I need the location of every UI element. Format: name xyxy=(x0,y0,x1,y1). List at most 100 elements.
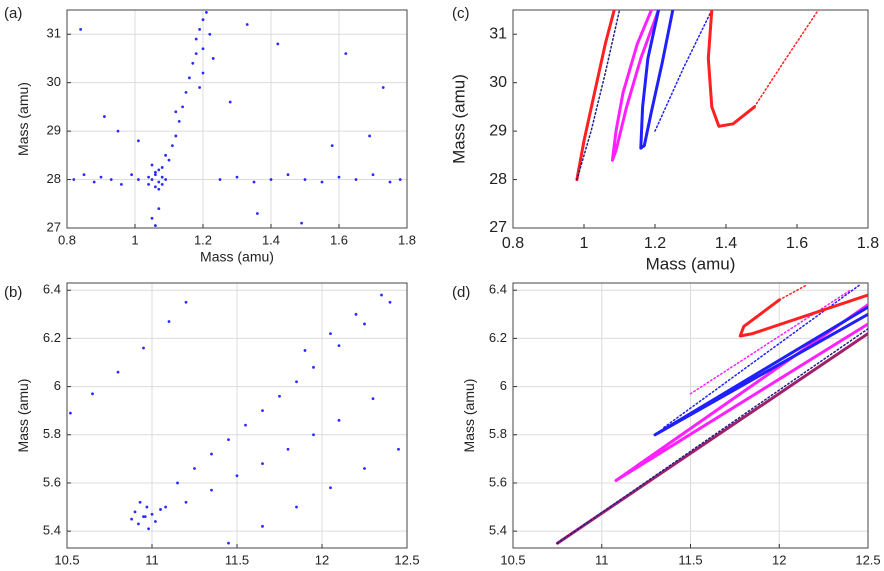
point xyxy=(174,110,178,114)
point xyxy=(194,37,198,41)
panel: (a) 0.8 1 1.2 1.4 1.6 1.8 27 28 29 30 31 Mass (amu) M… xyxy=(4,5,416,265)
point xyxy=(211,57,215,60)
point xyxy=(91,392,94,396)
x-tick-label: 1 xyxy=(580,235,589,252)
point xyxy=(154,224,157,227)
x-tick-label: 1 xyxy=(131,232,138,247)
y-tick-label: 27 xyxy=(489,219,507,236)
point xyxy=(244,423,247,427)
point xyxy=(205,11,208,14)
point xyxy=(256,212,259,215)
x-tick-label: 10.5 xyxy=(54,552,79,567)
point xyxy=(167,320,171,323)
y-tick-label: 29 xyxy=(489,122,507,139)
plot-frame xyxy=(512,282,869,549)
curve xyxy=(654,10,713,132)
point xyxy=(184,90,188,94)
point xyxy=(154,170,157,174)
point xyxy=(99,175,103,179)
point xyxy=(92,180,96,184)
y-axis-label: Mass (amu) xyxy=(450,74,469,164)
x-axis-label: Mass (amu) xyxy=(646,254,736,273)
x-tick-label: 11 xyxy=(595,552,609,567)
point xyxy=(72,178,76,181)
y-axis-label: Mass (amu) xyxy=(15,379,31,453)
x-tick-label: 12.5 xyxy=(855,552,880,567)
x-axis-label: Mass (amu) xyxy=(200,569,274,571)
point xyxy=(398,178,402,181)
point xyxy=(303,349,307,352)
point xyxy=(194,52,198,55)
point xyxy=(295,380,298,384)
curve xyxy=(556,328,868,544)
y-tick-label: 6 xyxy=(500,378,507,393)
y-tick-label: 5.6 xyxy=(489,474,507,489)
data-layer xyxy=(69,293,400,545)
point xyxy=(201,71,205,75)
y-tick-label: 29 xyxy=(47,123,61,138)
x-tick-label: 1.8 xyxy=(398,232,416,247)
point xyxy=(303,178,307,181)
point xyxy=(397,447,400,451)
point xyxy=(150,512,154,516)
panel: (d) 10.5 11 11.5 12 12.5 5.4 5.6 5.8 6 6.2 6.4 Mass … xyxy=(452,282,881,571)
point xyxy=(116,370,120,374)
x-tick-label: 12.5 xyxy=(394,552,419,567)
point xyxy=(193,467,196,470)
panel-label: (b) xyxy=(4,284,22,301)
point xyxy=(157,168,161,172)
point xyxy=(252,180,256,184)
point xyxy=(142,346,145,350)
point xyxy=(160,166,164,169)
point xyxy=(269,178,273,181)
point xyxy=(181,105,185,109)
point xyxy=(176,481,179,485)
panel: (b) 10.5 11 11.5 12 12.5 5.4 5.6 5.8 6 6.2 6.4 Mass … xyxy=(4,282,420,571)
y-tick-label: 5.4 xyxy=(489,523,507,538)
curve xyxy=(653,305,868,437)
y-tick-label: 5.8 xyxy=(489,426,507,441)
point xyxy=(137,178,140,181)
plot-frame xyxy=(66,282,408,549)
point xyxy=(137,522,140,526)
point xyxy=(82,173,86,177)
point xyxy=(154,173,157,177)
x-tick-label: 1.6 xyxy=(330,232,348,247)
data-layer xyxy=(72,11,402,227)
point xyxy=(137,139,140,143)
x-tick-label: 0.8 xyxy=(58,232,76,247)
point xyxy=(103,115,106,118)
point xyxy=(184,300,188,304)
x-tick-label: 1.2 xyxy=(194,232,212,247)
curve xyxy=(753,10,820,108)
point xyxy=(116,129,120,133)
point xyxy=(130,173,134,177)
data-layer xyxy=(555,284,868,545)
x-tick-label: 1.4 xyxy=(715,235,737,252)
point xyxy=(133,510,137,514)
curve xyxy=(576,10,621,181)
panel: (c) 0.8 1 1.2 1.4 1.6 1.8 27 28 29 30 31 Mass (amu) M… xyxy=(450,5,880,273)
point xyxy=(227,438,230,441)
y-tick-label: 6.4 xyxy=(43,282,61,297)
point xyxy=(354,312,358,316)
point xyxy=(208,32,212,36)
point xyxy=(120,183,123,186)
y-tick-label: 6.2 xyxy=(489,330,507,345)
curve xyxy=(689,289,852,395)
point xyxy=(147,183,151,186)
y-tick-label: 6.4 xyxy=(489,282,507,297)
point xyxy=(154,520,157,523)
point xyxy=(160,183,164,186)
point xyxy=(79,27,82,31)
point xyxy=(354,178,358,181)
panel-label: (a) xyxy=(4,5,22,22)
point xyxy=(69,411,72,415)
x-tick-label: 11.5 xyxy=(678,552,702,567)
x-tick-label: 12 xyxy=(315,552,329,567)
y-axis-label: Mass (amu) xyxy=(15,82,31,156)
point xyxy=(380,293,383,297)
point xyxy=(210,488,213,492)
point xyxy=(198,27,202,31)
point xyxy=(154,185,157,189)
